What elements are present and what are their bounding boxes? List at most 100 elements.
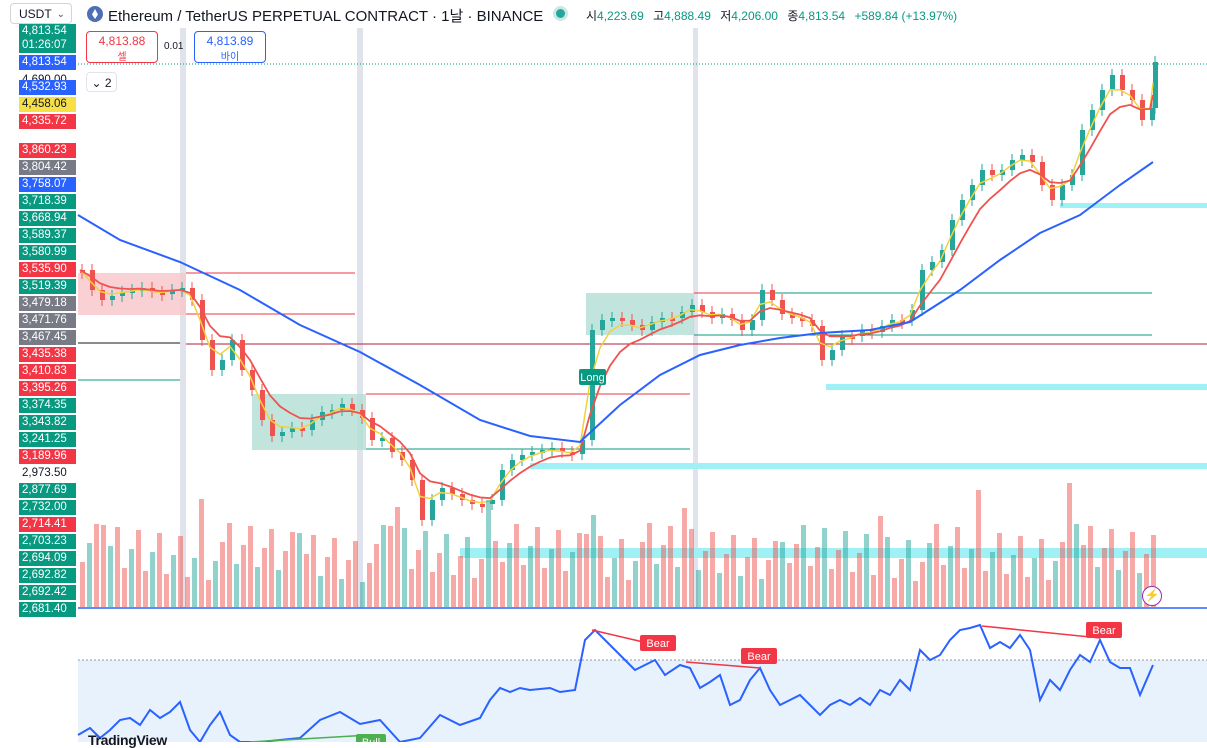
volume-bar [150, 552, 155, 607]
volume-bar [864, 534, 869, 607]
support-band [530, 463, 1207, 469]
ethereum-logo-icon [87, 6, 103, 22]
candle-body [240, 340, 245, 370]
candle-body [670, 318, 675, 321]
volume-bar [486, 500, 491, 607]
close-label: 종 [787, 9, 799, 23]
candle-body [110, 296, 115, 300]
price-scale-label: 3,189.96 [19, 449, 76, 464]
volume-bar [297, 533, 302, 607]
spread-value: 0.01 [164, 41, 184, 52]
indicator-count: 2 [104, 76, 112, 90]
candle-body [930, 262, 935, 270]
candle-body [990, 170, 995, 175]
candle-body [650, 322, 655, 330]
volume-bar [143, 571, 148, 607]
volume-bar [1032, 558, 1037, 607]
buy-button[interactable]: 4,813.89 바이 [194, 31, 266, 63]
volume-bar [402, 528, 407, 607]
volume-bar [535, 527, 540, 607]
candle-body [1030, 155, 1035, 162]
volume-bar [283, 551, 288, 607]
volume-bar [248, 526, 253, 607]
price-scale-label: 01:26:07 [19, 38, 76, 53]
volume-bar [808, 566, 813, 607]
price-scale-label: 2,692.82 [19, 568, 76, 583]
volume-bar [437, 553, 442, 607]
rsi-band [78, 660, 1207, 742]
volume-bar [976, 490, 981, 607]
price-scale-label: 2,973.50 [19, 466, 76, 481]
volume-bar [598, 536, 603, 607]
session-separator [180, 28, 186, 608]
volume-bar [409, 569, 414, 607]
price-scale-label: 4,813.54 [19, 55, 76, 70]
long-signal-label-bg [579, 369, 606, 385]
ema-mid-line [79, 94, 1154, 500]
symbol-dropdown-value: USDT [19, 7, 52, 21]
volume-bar [731, 535, 736, 607]
volume-bar [1046, 580, 1051, 607]
candle-body [410, 460, 415, 480]
candle-body [620, 318, 625, 321]
volume-bar [1088, 526, 1093, 607]
price-scale-label: 3,580.99 [19, 245, 76, 260]
buy-price: 4,813.89 [206, 34, 254, 48]
candle-body [160, 292, 165, 295]
volume-bar [794, 544, 799, 607]
volume-bar [374, 544, 379, 607]
volume-bar [80, 562, 85, 607]
volume-bar [626, 580, 631, 607]
candle-body [310, 420, 315, 430]
price-scale-label: 3,860.23 [19, 143, 76, 158]
volume-bar [661, 545, 666, 607]
volume-bar [773, 541, 778, 607]
volume-bar [1074, 524, 1079, 607]
sell-button[interactable]: 4,813.88 셀 [86, 31, 158, 63]
bear-divergence-line [685, 661, 761, 669]
volume-bar [780, 542, 785, 607]
candle-body [580, 440, 585, 454]
volume-bar [136, 530, 141, 607]
price-scale-label: 3,804.42 [19, 160, 76, 175]
lightning-icon[interactable]: ⚡ [1142, 586, 1162, 606]
candle-body [1150, 108, 1155, 120]
volume-bar [549, 549, 554, 607]
volume-bar [542, 568, 547, 607]
candle-body [490, 500, 495, 504]
volume-bar [1039, 539, 1044, 607]
volume-bar [633, 561, 638, 607]
volume-bar [87, 543, 92, 607]
candle-body [190, 288, 195, 300]
session-separator [357, 28, 363, 608]
volume-bar [101, 525, 106, 607]
volume-bar [444, 534, 449, 607]
volume-bar [913, 581, 918, 607]
buy-label: 바이 [220, 52, 240, 63]
price-scale-label: 3,758.07 [19, 177, 76, 192]
indicator-collapse-toggle[interactable]: ⌄ 2 [86, 72, 117, 92]
volume-bar [843, 531, 848, 607]
candle-body [300, 428, 305, 431]
volume-bar [927, 543, 932, 607]
candle-body [100, 290, 105, 300]
chevron-down-icon: ⌄ [56, 9, 65, 20]
candle-body [690, 305, 695, 312]
candle-body [700, 305, 705, 312]
volume-bar [1018, 536, 1023, 607]
volume-bar [290, 532, 295, 607]
volume-bar [122, 568, 127, 607]
volume-bar [493, 541, 498, 607]
volume-bar [815, 547, 820, 607]
bear-signal-label: Bear [747, 651, 771, 663]
candle-body [530, 452, 535, 455]
volume-bar [878, 516, 883, 607]
volume-bar [465, 537, 470, 607]
volume-bar [521, 565, 526, 607]
volume-bar [934, 524, 939, 607]
volume-bar [969, 549, 974, 607]
chart-title[interactable]: Ethereum / TetherUS PERPETUAL CONTRACT ·… [108, 8, 544, 25]
symbol-dropdown[interactable]: USDT ⌄ [10, 3, 72, 24]
candle-body [1110, 75, 1115, 90]
